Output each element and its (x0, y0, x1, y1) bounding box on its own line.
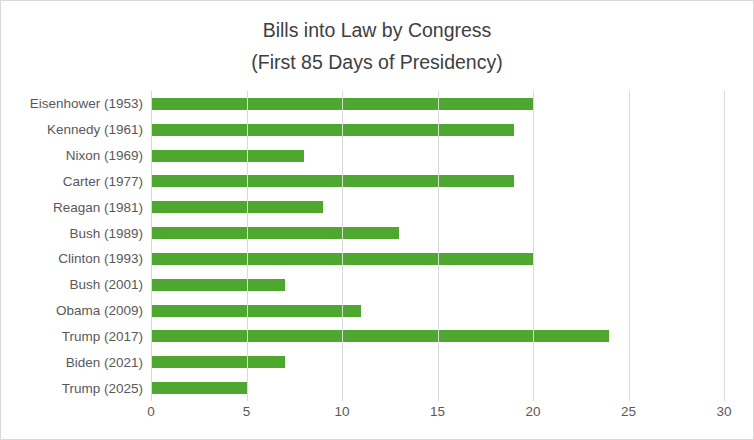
category-axis: Eisenhower (1953)Kennedy (1961)Nixon (19… (1, 91, 143, 401)
category-label: Trump (2017) (1, 323, 143, 349)
gridline (438, 91, 439, 401)
bar (151, 124, 514, 136)
tick-label: 0 (147, 404, 155, 419)
category-label: Obama (2009) (1, 298, 143, 324)
category-label: Bush (2001) (1, 272, 143, 298)
bar-chart: Bills into Law by Congress (First 85 Day… (0, 0, 754, 440)
bar (151, 150, 304, 162)
gridline (533, 91, 534, 401)
tick-label: 10 (334, 404, 349, 419)
category-label: Trump (2025) (1, 375, 143, 401)
category-label: Nixon (1969) (1, 143, 143, 169)
tick-label: 15 (430, 404, 445, 419)
chart-title: Bills into Law by Congress (1, 14, 753, 46)
tick-label: 30 (716, 404, 731, 419)
chart-subtitle: (First 85 Days of Presidency) (1, 46, 753, 78)
gridline (151, 91, 152, 401)
bar (151, 279, 285, 291)
category-label: Clinton (1993) (1, 246, 143, 272)
tick-label: 20 (525, 404, 540, 419)
gridline (724, 91, 725, 401)
category-label: Eisenhower (1953) (1, 91, 143, 117)
gridline (247, 91, 248, 401)
bar (151, 305, 361, 317)
bar (151, 227, 399, 239)
bar (151, 356, 285, 368)
value-axis: 051015202530 (151, 404, 724, 424)
plot-area (151, 91, 724, 401)
bar (151, 201, 323, 213)
category-label: Bush (1989) (1, 220, 143, 246)
bar (151, 330, 609, 342)
tick-label: 25 (621, 404, 636, 419)
category-label: Biden (2021) (1, 349, 143, 375)
category-label: Carter (1977) (1, 168, 143, 194)
gridline (629, 91, 630, 401)
gridline (342, 91, 343, 401)
tick-label: 5 (243, 404, 251, 419)
chart-title-block: Bills into Law by Congress (First 85 Day… (1, 14, 753, 78)
bar (151, 382, 247, 394)
bar (151, 175, 514, 187)
category-label: Kennedy (1961) (1, 117, 143, 143)
category-label: Reagan (1981) (1, 194, 143, 220)
